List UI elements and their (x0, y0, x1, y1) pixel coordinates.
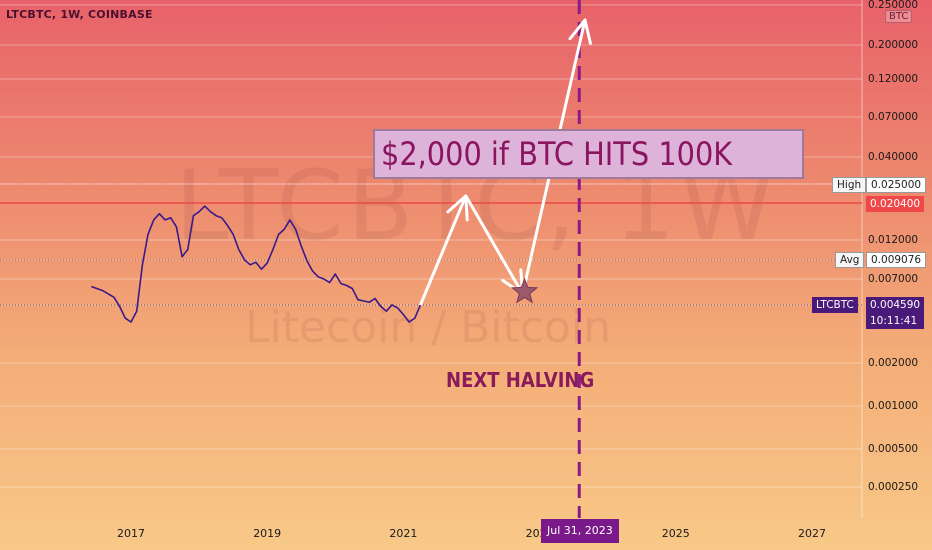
price-tick-label: 0.002000 (868, 357, 919, 369)
last-price-tag: 0.004590 10:11:41 (866, 297, 924, 329)
price-tick-label: 0.120000 (868, 73, 919, 85)
description-watermark: Litecoin / Bitcoin (245, 302, 611, 353)
high-tag-value: 0.025000 (866, 177, 927, 193)
price-series-line (91, 205, 422, 323)
avg-tag-label: Avg (835, 252, 865, 268)
avg-tag-value: 0.009076 (866, 252, 927, 268)
price-target-callout[interactable]: $2,000 if BTC HITS 100K (373, 129, 804, 179)
price-tick-label: 0.200000 (868, 39, 919, 51)
time-tick-label: 2017 (117, 527, 145, 540)
price-tick-label: 0.040000 (868, 151, 919, 163)
horizontal-line-value: 0.020400 (866, 196, 925, 212)
price-tick-label: 0.000500 (868, 443, 919, 455)
symbol-title[interactable]: LTCBTC, 1W, COINBASE (6, 8, 153, 21)
price-tick-label: 0.000250 (868, 481, 919, 493)
last-price-symbol: LTCBTC (812, 297, 858, 313)
halving-date-tag: Jul 31, 2023 (541, 519, 619, 543)
currency-badge[interactable]: BTC (885, 10, 913, 23)
high-tag-label: High (832, 177, 867, 193)
halving-label: NEXT HALVING (446, 368, 595, 392)
price-tick-label: 0.012000 (868, 234, 919, 246)
last-price-value: 0.004590 (870, 299, 921, 311)
callout-text: $2,000 if BTC HITS 100K (381, 135, 733, 173)
time-tick-label: 2025 (661, 527, 690, 540)
arrow-head (446, 194, 469, 222)
time-tick-label: 2019 (253, 527, 282, 540)
time-tick-label: 2027 (798, 527, 826, 540)
price-tick-label: 0.001000 (868, 400, 919, 412)
time-tick-label: 2021 (389, 527, 418, 540)
bar-countdown: 10:11:41 (870, 315, 918, 327)
price-tick-label: 0.250000 (868, 0, 919, 11)
price-tick-label: 0.070000 (868, 111, 919, 123)
price-tick-label: 0.007000 (868, 273, 919, 285)
star-icon (510, 277, 539, 304)
arrow-head (568, 18, 592, 45)
